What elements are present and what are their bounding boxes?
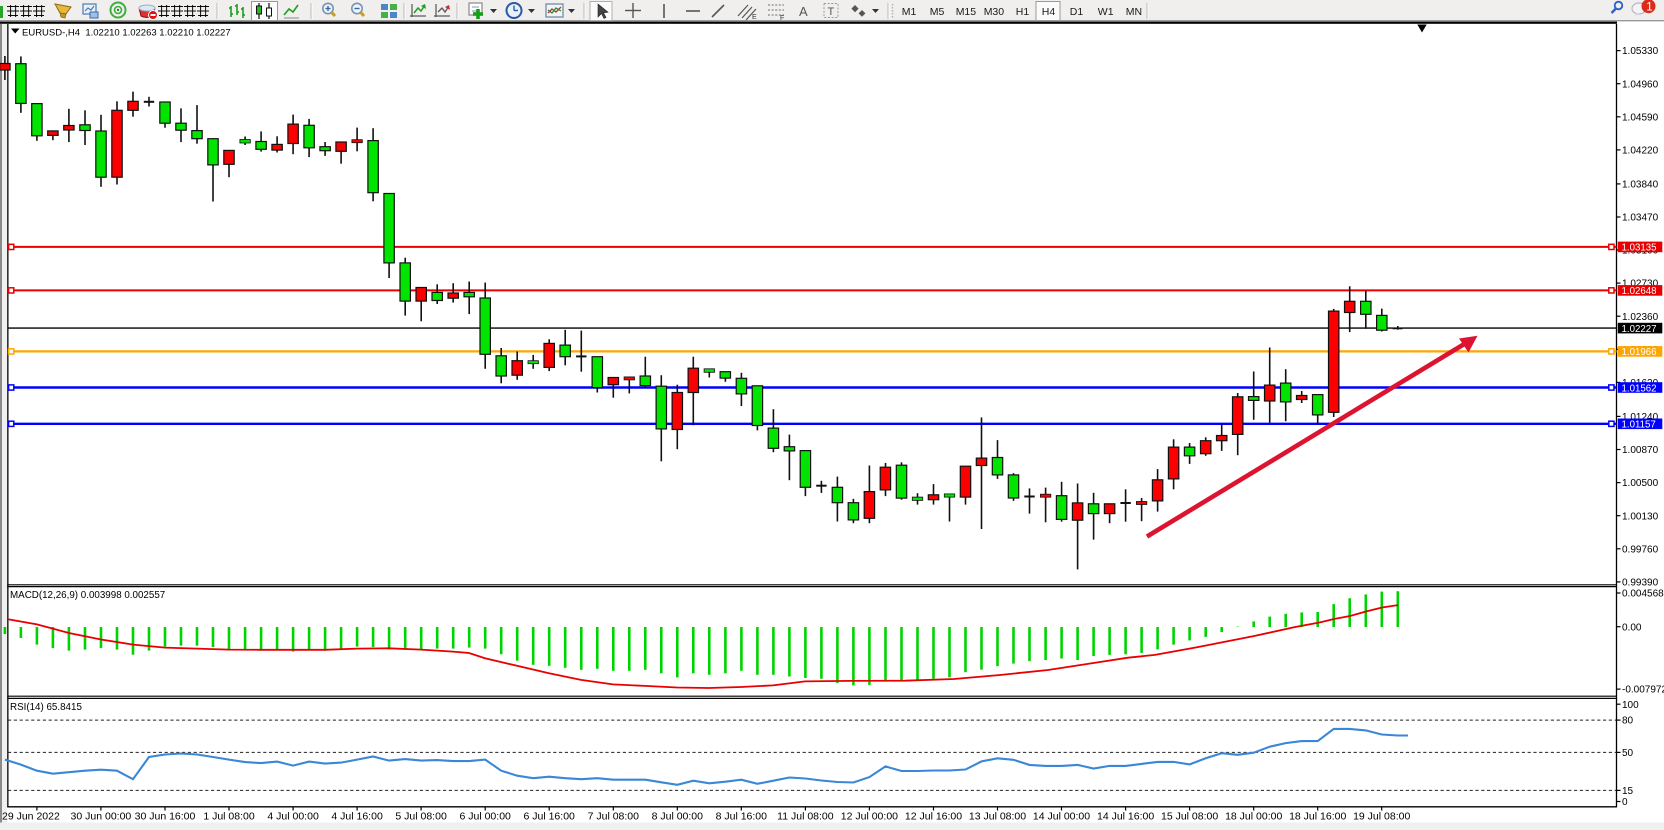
svg-text:0.99390: 0.99390 — [1622, 578, 1659, 589]
svg-text:1.02730: 1.02730 — [1622, 279, 1659, 290]
svg-text:MN: MN — [1126, 6, 1142, 18]
svg-text:80: 80 — [1622, 716, 1634, 727]
svg-text:12 Jul 00:00: 12 Jul 00:00 — [841, 811, 898, 823]
svg-text:1.00870: 1.00870 — [1622, 445, 1659, 456]
svg-text:M5: M5 — [930, 6, 945, 18]
svg-text:M30: M30 — [984, 6, 1005, 18]
svg-text:1.04590: 1.04590 — [1622, 112, 1659, 123]
svg-text:11 Jul 08:00: 11 Jul 08:00 — [777, 811, 834, 823]
svg-text:13 Jul 08:00: 13 Jul 08:00 — [969, 811, 1026, 823]
svg-text:F: F — [780, 15, 784, 22]
svg-text:1: 1 — [1646, 1, 1652, 13]
svg-text:1.02648: 1.02648 — [1622, 286, 1657, 297]
svg-text:1.01966: 1.01966 — [1622, 347, 1657, 358]
svg-text:0: 0 — [1622, 797, 1628, 808]
svg-text:1.01240: 1.01240 — [1622, 412, 1659, 423]
svg-text:15 Jul 08:00: 15 Jul 08:00 — [1161, 811, 1218, 823]
svg-text:M15: M15 — [956, 6, 977, 18]
svg-text:19 Jul 08:00: 19 Jul 08:00 — [1353, 811, 1410, 823]
svg-text:6 Jul 16:00: 6 Jul 16:00 — [524, 811, 576, 823]
svg-text:4 Jul 16:00: 4 Jul 16:00 — [331, 811, 383, 823]
svg-text:8 Jul 00:00: 8 Jul 00:00 — [652, 811, 704, 823]
svg-text:14 Jul 00:00: 14 Jul 00:00 — [1033, 811, 1090, 823]
svg-text:1.03135: 1.03135 — [1622, 243, 1657, 254]
svg-text:4 Jul 00:00: 4 Jul 00:00 — [267, 811, 319, 823]
svg-text:1.00130: 1.00130 — [1622, 511, 1659, 522]
svg-text:12 Jul 16:00: 12 Jul 16:00 — [905, 811, 962, 823]
svg-text:EURUSD-,H4 1.02210 1.02263 1.: EURUSD-,H4 1.02210 1.02263 1.02210 1.022… — [22, 28, 231, 39]
svg-text:7 Jul 08:00: 7 Jul 08:00 — [588, 811, 640, 823]
svg-text:T: T — [828, 6, 835, 18]
svg-text:H1: H1 — [1016, 6, 1030, 18]
svg-text:1.01562: 1.01562 — [1622, 383, 1657, 394]
svg-text:A: A — [799, 4, 808, 19]
svg-text:W1: W1 — [1098, 6, 1114, 18]
svg-text:RSI(14) 65.8415: RSI(14) 65.8415 — [10, 702, 82, 713]
svg-text:0.00: 0.00 — [1622, 622, 1642, 633]
svg-text:1.03470: 1.03470 — [1622, 213, 1659, 224]
svg-text:1.03840: 1.03840 — [1622, 180, 1659, 191]
svg-text:-0.007972: -0.007972 — [1622, 685, 1664, 696]
svg-text:1.04220: 1.04220 — [1622, 146, 1659, 157]
svg-text:1.02227: 1.02227 — [1622, 324, 1657, 335]
svg-text:H4: H4 — [1042, 6, 1056, 18]
svg-text:6 Jul 00:00: 6 Jul 00:00 — [460, 811, 512, 823]
svg-text:1.04960: 1.04960 — [1622, 79, 1659, 90]
svg-text:MACD(12,26,9) 0.003998 0.00255: MACD(12,26,9) 0.003998 0.002557 — [10, 590, 165, 601]
svg-text:E: E — [752, 14, 757, 21]
svg-text:18 Jul 00:00: 18 Jul 00:00 — [1225, 811, 1282, 823]
svg-text:14 Jul 16:00: 14 Jul 16:00 — [1097, 811, 1154, 823]
svg-text:30 Jun 16:00: 30 Jun 16:00 — [135, 811, 196, 823]
svg-text:50: 50 — [1622, 748, 1634, 759]
svg-text:30 Jun 00:00: 30 Jun 00:00 — [71, 811, 132, 823]
svg-text:M1: M1 — [902, 6, 917, 18]
svg-text:0.99760: 0.99760 — [1622, 544, 1659, 555]
svg-text:5 Jul 08:00: 5 Jul 08:00 — [395, 811, 447, 823]
svg-text:1.05330: 1.05330 — [1622, 46, 1659, 57]
svg-text:0.004568: 0.004568 — [1622, 589, 1664, 600]
svg-text:8 Jul 16:00: 8 Jul 16:00 — [716, 811, 768, 823]
svg-text:29 Jun 2022: 29 Jun 2022 — [2, 811, 60, 823]
svg-text:1.00500: 1.00500 — [1622, 478, 1659, 489]
svg-text:D1: D1 — [1070, 6, 1084, 18]
svg-text:1 Jul 08:00: 1 Jul 08:00 — [203, 811, 255, 823]
svg-text:1.01157: 1.01157 — [1622, 420, 1656, 431]
svg-text:100: 100 — [1622, 700, 1639, 711]
svg-text:18 Jul 16:00: 18 Jul 16:00 — [1289, 811, 1346, 823]
svg-text:15: 15 — [1622, 786, 1634, 797]
svg-text:1.02360: 1.02360 — [1622, 312, 1659, 323]
